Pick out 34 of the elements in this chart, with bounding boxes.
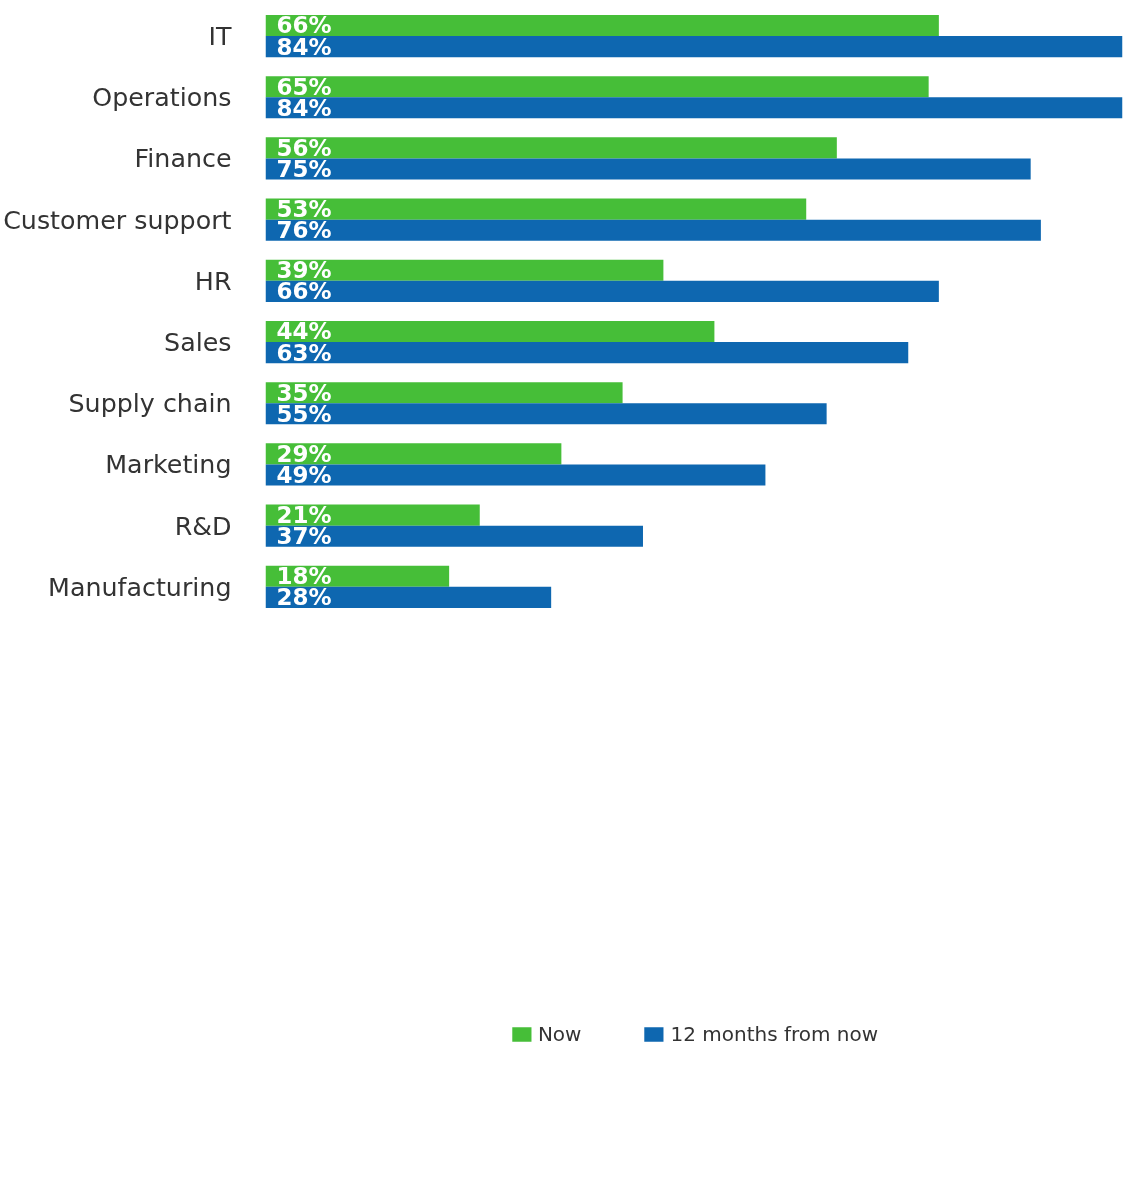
y-tick-label: Operations [92,82,232,113]
y-tick-label: HR [194,265,232,296]
y-tick-label: Customer support [3,204,232,235]
y-tick-label: Supply chain [68,388,232,419]
bar [265,36,1123,58]
bar [265,525,643,547]
y-tick-label: R&D [174,510,232,541]
bar [265,342,909,364]
bar [265,403,827,425]
bar [265,97,1123,119]
legend-label: 12 months from now [670,1022,879,1046]
bar [265,158,1031,180]
data-label: 66% [276,278,332,305]
data-label: 76% [276,217,332,244]
bar [265,280,939,302]
bar [265,259,664,281]
legend-label: Now [537,1022,582,1046]
y-tick-label: Finance [134,143,232,174]
data-label: 28% [276,584,332,611]
bar [265,586,552,608]
data-label: 37% [276,523,332,550]
bar [265,198,807,220]
bar [265,464,766,486]
y-tick-label: Sales [164,327,232,358]
bar [265,382,623,404]
bar [265,137,837,159]
bar [265,443,562,465]
y-tick-label: Manufacturing [48,571,232,602]
y-tick-label: Marketing [105,449,232,480]
bar [265,219,1041,241]
y-tick-label: IT [208,21,233,52]
bar [265,320,715,343]
bar [265,14,939,37]
bar [265,76,929,98]
